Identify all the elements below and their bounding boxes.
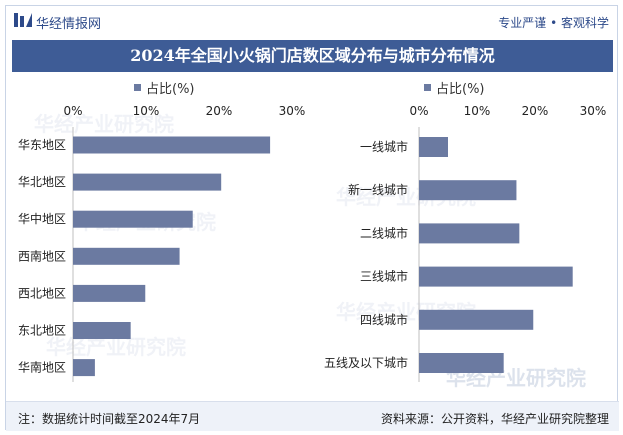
category-label: 新一线城市 (348, 182, 408, 197)
bar (73, 210, 193, 228)
top-bar: 华经情报网 专业严谨 • 客观科学 (6, 6, 619, 36)
legend-label: 占比(%) (436, 82, 485, 97)
x-tick-label: 0% (63, 104, 82, 118)
category-label: 四线城市 (360, 312, 408, 327)
category-label: 西北地区 (18, 286, 66, 300)
brand-name: 华经情报网 (36, 17, 102, 32)
x-tick-label: 10% (464, 104, 491, 118)
chart-title: 2024年全国小火锅门店数区域分布与城市分布情况 (130, 46, 495, 65)
category-label: 华中地区 (18, 211, 66, 226)
source-note: 资料来源：公开资料，华经产业研究院整理 (380, 412, 609, 426)
footnote: 注：数据统计时间截至2024年7月 (18, 412, 201, 426)
bar (73, 136, 271, 154)
bar (73, 173, 222, 191)
bar (419, 223, 520, 244)
brand-logo-icon (14, 13, 32, 27)
legend-swatch (424, 84, 431, 91)
x-tick-label: 20% (206, 104, 233, 118)
bar (419, 180, 517, 201)
footer: 注：数据统计时间截至2024年7月 资料来源：公开资料，华经产业研究院整理 (6, 401, 619, 431)
category-label: 二线城市 (360, 225, 408, 240)
bar (419, 353, 504, 373)
category-label: 华北地区 (18, 175, 66, 189)
category-label: 一线城市 (360, 139, 408, 154)
x-tick-label: 20% (522, 104, 549, 118)
bar (73, 359, 95, 377)
category-label: 西南地区 (18, 248, 66, 263)
x-tick-label: 0% (409, 104, 428, 118)
category-label: 三线城市 (360, 269, 408, 284)
category-label: 五线及以下城市 (324, 355, 408, 370)
title-bar: 2024年全国小火锅门店数区域分布与城市分布情况 (12, 40, 613, 72)
category-label: 华南地区 (18, 360, 66, 375)
legend-label: 占比(%) (146, 82, 195, 97)
bar (419, 137, 448, 157)
category-label: 东北地区 (18, 324, 66, 338)
brand-slogan: 专业严谨 • 客观科学 (498, 16, 609, 30)
bar (419, 266, 573, 287)
bar (73, 284, 146, 302)
bar (73, 247, 180, 265)
chart-frame: 华经情报网 专业严谨 • 客观科学 2024年全国小火锅门店数区域分布与城市分布… (5, 5, 619, 431)
bar (73, 322, 131, 339)
category-label: 华东地区 (18, 138, 66, 152)
legend-swatch (134, 84, 141, 91)
x-tick-label: 30% (279, 104, 306, 118)
charts-canvas: 占比(%) 0% 10% 20% 30% 华东地区华北地区华中地区西南地区西北地区东北地区… (18, 82, 607, 382)
x-tick-label: 10% (133, 104, 160, 118)
x-tick-label: 30% (580, 104, 607, 118)
bar (419, 309, 534, 330)
